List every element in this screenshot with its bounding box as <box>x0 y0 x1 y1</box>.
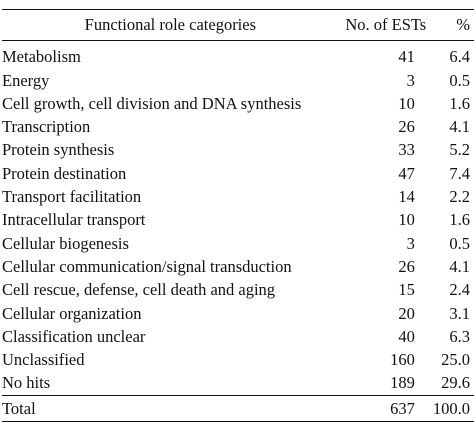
table-row: Transcription 26 4.1 <box>2 115 474 138</box>
row-percent: 0.5 <box>449 233 470 253</box>
row-category: Transport facilitation <box>2 187 142 207</box>
cropped-caption-fragment <box>0 0 474 5</box>
row-ests: 3 <box>406 233 415 253</box>
row-category: No hits <box>2 373 51 393</box>
row-category: Protein synthesis <box>2 140 115 160</box>
row-ests: 160 <box>390 350 415 370</box>
total-ests: 637 <box>338 394 433 423</box>
table-row: Metabolism 41 6.4 <box>2 41 474 69</box>
row-percent: 3.1 <box>449 303 470 323</box>
row-ests: 40 <box>398 326 415 346</box>
row-category: Cellular biogenesis <box>2 233 129 253</box>
row-category: Energy <box>2 70 50 90</box>
row-percent: 1.6 <box>449 210 470 230</box>
row-percent: 2.2 <box>449 187 470 207</box>
row-percent: 6.4 <box>449 47 470 67</box>
row-category: Transcription <box>2 117 91 137</box>
row-category: Classification unclear <box>2 326 146 346</box>
row-category: Metabolism <box>2 47 81 67</box>
table-row: Transport facilitation 14 2.2 <box>2 185 474 208</box>
row-percent: 25.0 <box>441 350 470 370</box>
row-percent: 4.1 <box>449 117 470 137</box>
row-percent: 4.1 <box>449 256 470 276</box>
row-percent: 29.6 <box>441 373 470 393</box>
row-category: Cell growth, cell division and DNA synth… <box>2 93 302 113</box>
row-category: Cellular organization <box>2 303 142 323</box>
table-row: Intracellular transport 10 1.6 <box>2 208 474 231</box>
table-row: No hits 189 29.6 <box>2 371 474 395</box>
header-percent: % <box>432 8 474 42</box>
row-ests: 33 <box>398 140 415 160</box>
total-row: Total 637 100.0 <box>2 394 474 423</box>
row-ests: 26 <box>398 256 415 276</box>
row-percent: 6.3 <box>449 326 470 346</box>
row-category: Intracellular transport <box>2 210 146 230</box>
row-ests: 26 <box>398 117 415 137</box>
table-header: Functional role categories No. of ESTs % <box>2 8 474 42</box>
table-row: Unclassified 160 25.0 <box>2 348 474 371</box>
header-functional-role: Functional role categories <box>2 8 339 42</box>
row-ests: 47 <box>398 163 415 183</box>
row-ests: 20 <box>398 303 415 323</box>
row-category: Cellular communication/signal transducti… <box>2 256 292 276</box>
table-row: Energy 3 0.5 <box>2 69 474 92</box>
table-row: Protein destination 47 7.4 <box>2 162 474 185</box>
table-row: Cellular organization 20 3.1 <box>2 302 474 325</box>
total-percent: 100.0 <box>432 394 474 423</box>
row-ests: 15 <box>398 280 415 300</box>
row-ests: 10 <box>398 210 415 230</box>
functional-role-table: Functional role categories No. of ESTs %… <box>2 8 474 423</box>
table-row: Cell growth, cell division and DNA synth… <box>2 92 474 115</box>
row-ests: 41 <box>398 47 415 67</box>
row-ests: 14 <box>398 187 415 207</box>
row-category: Cell rescue, defense, cell death and agi… <box>2 280 276 300</box>
table-row: Classification unclear 40 6.3 <box>2 325 474 348</box>
row-percent: 7.4 <box>449 163 470 183</box>
row-percent: 5.2 <box>449 140 470 160</box>
row-category: Unclassified <box>2 350 85 370</box>
total-label: Total <box>2 394 339 423</box>
header-no-of-ests: No. of ESTs <box>338 8 433 42</box>
row-percent: 0.5 <box>449 70 470 90</box>
table-row: Protein synthesis 33 5.2 <box>2 138 474 161</box>
table-row: Cellular communication/signal transducti… <box>2 255 474 278</box>
table-row: Cellular biogenesis 3 0.5 <box>2 232 474 255</box>
row-ests: 189 <box>390 373 415 393</box>
row-percent: 1.6 <box>449 93 470 113</box>
table-row: Cell rescue, defense, cell death and agi… <box>2 278 474 301</box>
row-percent: 2.4 <box>449 280 470 300</box>
table-body: Metabolism 41 6.4 Energy 3 0.5 Cell growth, ce… <box>2 41 474 423</box>
row-ests: 3 <box>406 70 415 90</box>
row-ests: 10 <box>398 93 415 113</box>
row-category: Protein destination <box>2 163 127 183</box>
header-row: Functional role categories No. of ESTs % <box>2 8 474 42</box>
